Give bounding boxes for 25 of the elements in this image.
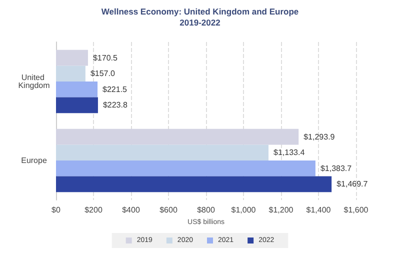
bar <box>56 176 332 192</box>
data-label: $1,293.9 <box>304 132 336 142</box>
x-tick-label: $1,200 <box>268 206 294 214</box>
y-tick-label: United Kingdom <box>18 73 50 90</box>
chart-subtitle: 2019-2022 <box>180 18 221 28</box>
data-label: $1,133.4 <box>274 148 306 158</box>
y-tick-label: Europe <box>21 156 48 165</box>
data-label: $157.0 <box>90 69 116 78</box>
data-label: $170.5 <box>92 53 118 62</box>
x-tick-label: $800 <box>197 206 216 214</box>
bar <box>56 97 98 114</box>
bar <box>56 82 98 98</box>
x-tick-label: $200 <box>84 206 103 214</box>
x-tick-label: $1,400 <box>306 206 332 214</box>
x-tick-label: $1,000 <box>231 206 256 214</box>
data-label: $223.8 <box>102 100 128 110</box>
x-tick-label: $600 <box>160 206 178 214</box>
bar <box>56 160 316 176</box>
data-label: $1,383.7 <box>320 164 352 173</box>
x-tick-label: $1,600 <box>344 206 369 214</box>
x-tick-label: $400 <box>122 206 140 214</box>
data-label: $1,469.7 <box>336 180 368 189</box>
chart-title: Wellness Economy: United Kingdom and Europe <box>101 6 299 16</box>
data-label: $221.5 <box>102 84 128 94</box>
x-tick-label: $0 <box>52 206 61 214</box>
